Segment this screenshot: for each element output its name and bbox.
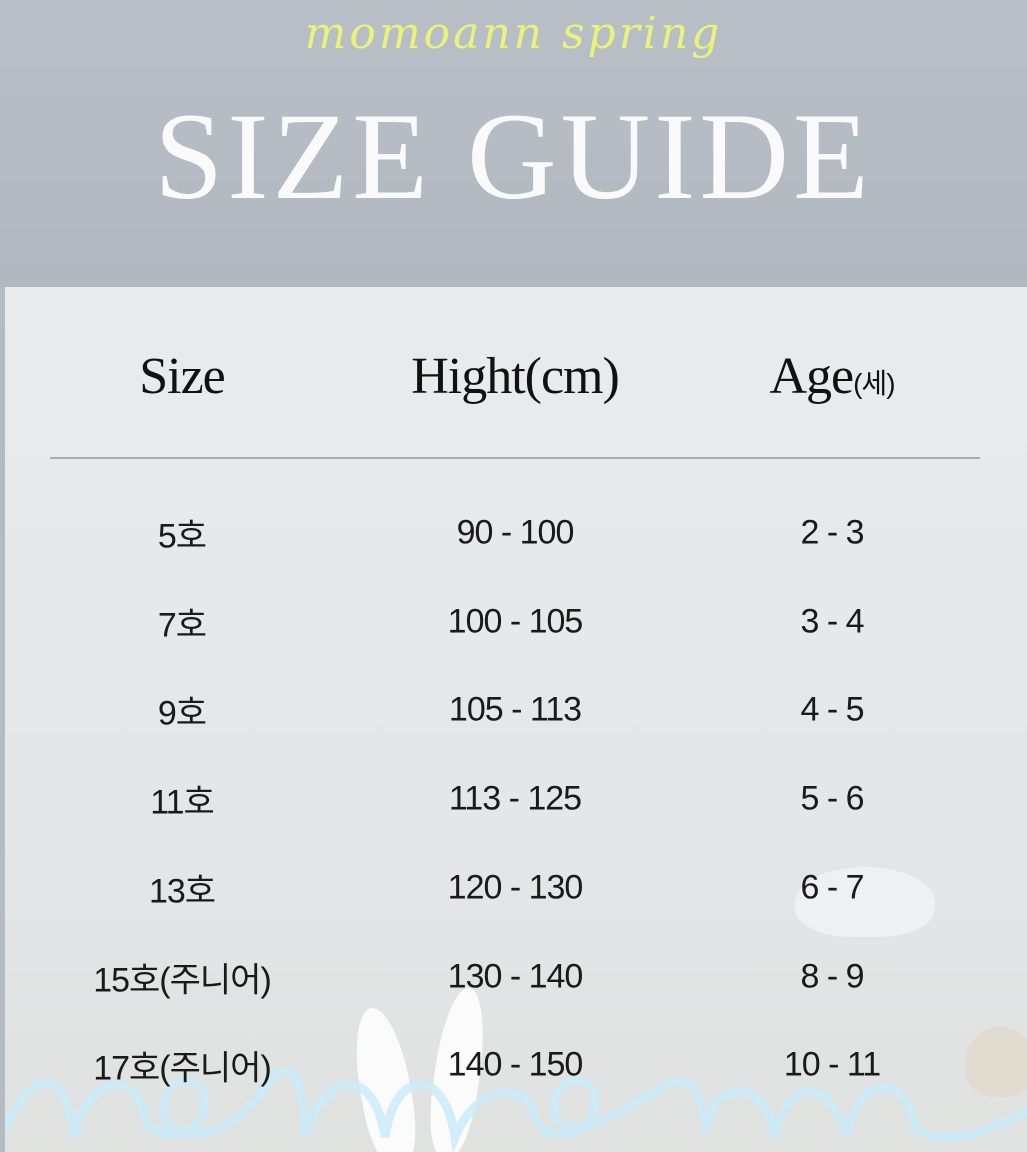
watermark-stroke — [5, 1066, 1027, 1152]
cell-height: 120 - 130 — [447, 868, 584, 907]
cell-height: 130 - 140 — [447, 957, 584, 995]
brand-script: momoann spring — [304, 8, 723, 59]
cell-size: 7호 — [157, 606, 207, 645]
cell-age: 10 - 11 — [783, 1045, 881, 1084]
cell-height: 140 - 150 — [447, 1045, 584, 1084]
size-table-card: Size Hight(cm) Age(세) 5호 90 - 100 2 - 3 7호 1… — [5, 287, 1027, 1152]
flower-bud-decoration — [965, 1027, 1027, 1097]
watermark-logo — [5, 1066, 1027, 1152]
cell-size: 9호 — [157, 694, 207, 733]
age-label: Age — [769, 348, 854, 405]
page-title: SIZE GUIDE — [154, 88, 873, 225]
header-banner: momoann spring SIZE GUIDE — [0, 0, 1027, 287]
cell-height: 105 - 113 — [448, 690, 582, 729]
cell-size: 17호(주니어) — [93, 1049, 272, 1088]
age-unit: (세) — [853, 368, 895, 399]
flower-decoration — [795, 867, 935, 937]
cell-height: 100 - 105 — [447, 602, 584, 641]
cell-age: 2 - 3 — [800, 513, 864, 552]
cell-size: 5호 — [157, 517, 207, 556]
cell-age: 4 - 5 — [800, 690, 864, 729]
header-divider — [50, 457, 980, 459]
cell-height: 113 - 125 — [448, 779, 582, 818]
cell-age: 8 - 9 — [800, 957, 864, 995]
cell-age: 3 - 4 — [800, 602, 864, 641]
column-header-age: Age(세) — [769, 347, 895, 406]
cell-age: 6 - 7 — [800, 868, 864, 907]
cell-size: 15호(주니어) — [93, 961, 272, 999]
cell-size: 13호 — [148, 872, 216, 911]
cell-height: 90 - 100 — [456, 513, 575, 552]
column-header-size: Size — [139, 348, 226, 405]
column-header-height: Hight(cm) — [411, 348, 620, 405]
cell-size: 11호 — [150, 783, 215, 822]
cell-age: 5 - 6 — [800, 779, 864, 818]
